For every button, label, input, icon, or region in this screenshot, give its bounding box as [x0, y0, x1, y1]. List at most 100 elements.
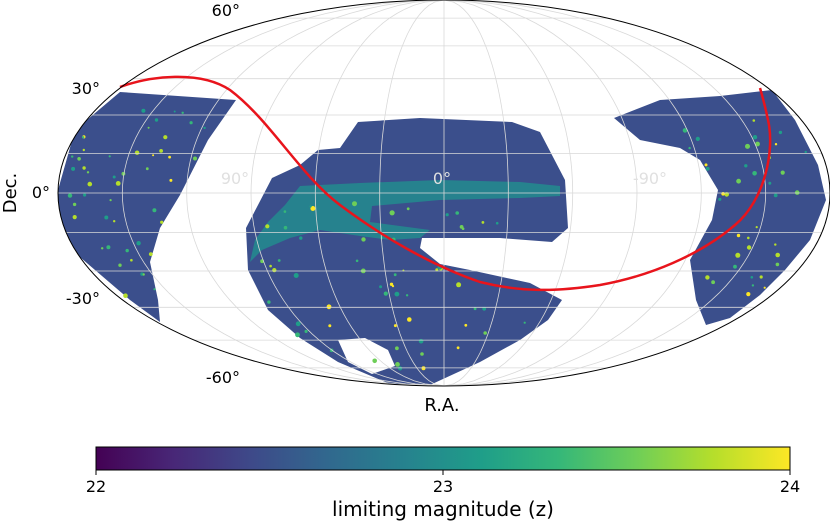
bright-field-point: [309, 205, 312, 208]
bright-field-point: [711, 280, 715, 285]
bright-field-point: [189, 121, 193, 125]
bright-field-point: [169, 178, 173, 182]
ra-tick-0: 0°: [433, 169, 451, 188]
bright-field-point: [759, 275, 763, 279]
x-axis-label: R.A.: [424, 395, 459, 416]
bright-field-point: [752, 171, 757, 176]
bright-field-point: [395, 346, 399, 351]
colorbar-gradient: [95, 446, 791, 471]
coverage-region-right: [614, 90, 826, 325]
bright-field-point: [115, 181, 121, 186]
bright-field-point: [152, 208, 157, 213]
bright-field-point: [109, 199, 112, 202]
bright-field-point: [682, 128, 688, 133]
bright-field-point: [134, 150, 140, 155]
graticule-grid: [58, 0, 830, 386]
bright-field-point: [804, 150, 807, 154]
bright-field-point: [774, 143, 778, 146]
bright-field-point: [123, 293, 128, 299]
dec-tick-neg60: -60°: [206, 368, 240, 387]
bright-field-point: [483, 331, 488, 335]
bright-field-point: [71, 155, 74, 158]
bright-field-point: [406, 207, 410, 211]
bright-field-points: [67, 108, 807, 371]
bright-field-point: [130, 258, 133, 262]
bright-field-point: [379, 285, 383, 289]
bright-field-point: [752, 119, 756, 122]
bright-field-point: [461, 227, 465, 230]
ra-tick-labels: 90° 0° -90°: [221, 169, 667, 188]
colorbar-label: limiting magnitude (z): [332, 497, 554, 521]
bright-field-point: [152, 154, 155, 157]
bright-field-point: [154, 118, 159, 122]
bright-field-point: [747, 236, 750, 240]
bright-field-point: [775, 252, 780, 258]
bright-field-point: [106, 245, 111, 250]
bright-field-point: [718, 197, 722, 201]
bright-field-point: [153, 288, 156, 291]
bright-field-point: [77, 157, 81, 161]
bright-field-point: [372, 358, 378, 364]
colorbar: 22 23 24 limiting magnitude (z): [86, 446, 800, 521]
y-axis-label: Dec.: [0, 173, 21, 214]
bright-field-point: [768, 181, 772, 185]
colorbar-tick-label: 24: [780, 477, 800, 496]
bright-field-point: [181, 111, 184, 115]
bright-field-point: [735, 252, 741, 258]
coverage-dense-band: [250, 180, 560, 262]
bright-field-point: [445, 213, 449, 217]
bright-field-point: [473, 307, 477, 311]
bright-field-point: [72, 215, 77, 220]
bright-field-point: [87, 181, 93, 187]
colorbar-ticks: 22 23 24: [86, 470, 800, 496]
bright-field-point: [328, 324, 332, 328]
bright-field-point: [398, 366, 403, 371]
bright-field-point: [361, 237, 366, 242]
bright-field-point: [405, 294, 409, 297]
bright-field-point: [304, 329, 308, 333]
bright-field-point: [67, 193, 73, 198]
bright-field-point: [81, 136, 85, 139]
bright-field-point: [407, 317, 412, 322]
bright-field-point: [751, 284, 755, 287]
bright-field-point: [82, 166, 86, 170]
bright-field-point: [456, 346, 460, 350]
bright-field-point: [269, 264, 272, 268]
bright-field-point: [168, 155, 172, 159]
bright-field-point: [420, 352, 424, 356]
bright-field-point: [752, 135, 758, 140]
bright-field-point: [695, 136, 700, 141]
bright-field-point: [136, 241, 141, 246]
bright-field-point: [277, 259, 281, 262]
bright-field-point: [142, 273, 145, 276]
bright-field-point: [352, 201, 357, 207]
dec-tick-neg30: -30°: [66, 289, 100, 308]
bright-field-point: [750, 276, 754, 279]
bright-field-point: [704, 163, 708, 167]
coverage-region-left: [58, 92, 236, 322]
bright-field-point: [83, 193, 87, 197]
bright-field-point: [160, 220, 164, 224]
bright-field-point: [394, 291, 400, 297]
bright-field-point: [455, 211, 460, 215]
bright-field-point: [744, 164, 748, 168]
bright-field-point: [755, 141, 760, 147]
bright-field-point: [389, 210, 395, 216]
bright-field-point: [736, 178, 741, 184]
bright-field-point: [267, 300, 271, 304]
bright-field-point: [71, 166, 76, 171]
bright-field-point: [203, 126, 206, 130]
bright-field-point: [383, 291, 388, 296]
bright-field-point: [481, 221, 485, 224]
bright-field-point: [283, 225, 288, 230]
bright-field-point: [299, 236, 303, 240]
bright-field-point: [523, 321, 526, 324]
bright-field-point: [705, 275, 710, 280]
bright-field-point: [778, 130, 783, 135]
bright-field-point: [755, 226, 758, 229]
bright-field-point: [464, 323, 468, 327]
bright-field-point: [395, 362, 400, 367]
bright-field-point: [746, 245, 752, 250]
bright-field-point: [326, 304, 332, 310]
